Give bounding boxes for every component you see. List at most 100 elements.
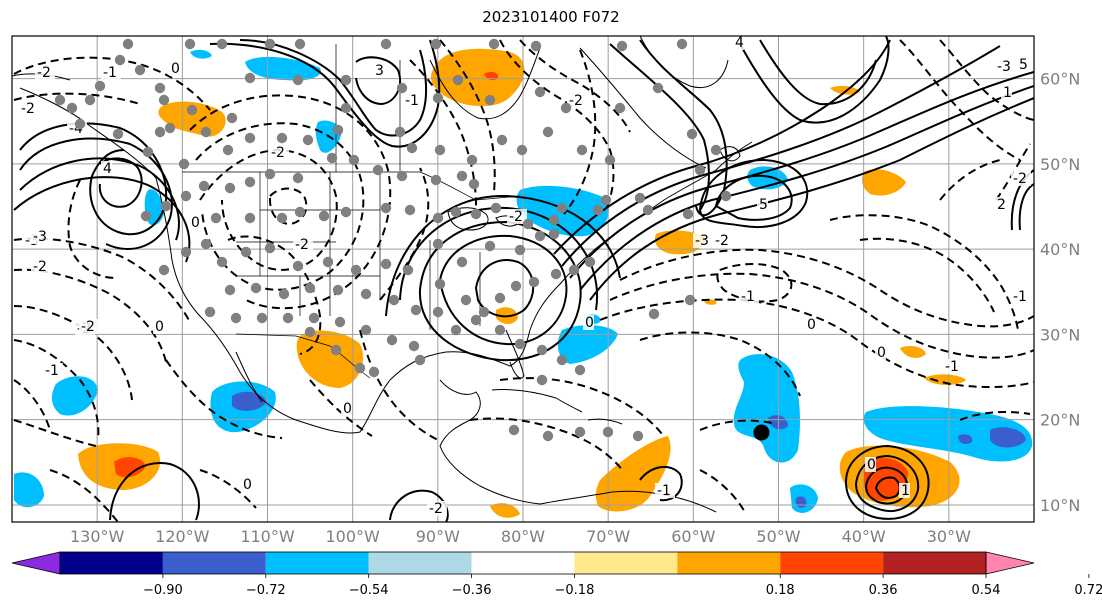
station-dot (456, 170, 468, 182)
map-frame (11, 35, 1035, 523)
contour-label-bg (899, 483, 910, 498)
colorbar-segment (883, 552, 986, 574)
storm-marker (753, 424, 770, 441)
station-dot (514, 338, 526, 350)
station-dot (230, 312, 242, 324)
station-dot (604, 154, 616, 166)
station-dot (122, 38, 134, 50)
contour-label: 5 (759, 197, 768, 213)
contour-neg-27 (639, 331, 801, 397)
colorbar-extend-low (11, 551, 61, 575)
station-dot (652, 82, 664, 94)
station-dot (326, 152, 338, 164)
contour-label-bg (427, 501, 447, 516)
contour-label-bg (655, 483, 675, 498)
station-dot (222, 144, 234, 156)
contour-label: -1 (741, 289, 755, 305)
station-dot (226, 112, 238, 124)
coast-hispaniola (587, 418, 623, 425)
station-dot (530, 40, 542, 52)
shade-dblue-mex (232, 391, 266, 411)
station-dot (294, 38, 306, 50)
station-dot (360, 288, 372, 300)
station-dot (322, 256, 334, 268)
contour-pos-jet4 (561, 45, 1001, 267)
station-dot (216, 38, 228, 50)
contour-pos-greenland (639, 39, 728, 217)
station-dot (684, 294, 696, 306)
station-dot (164, 122, 176, 134)
contour-pos-nw3 (19, 157, 180, 241)
contour-label: 0 (191, 215, 200, 231)
contour-label: -3 (33, 229, 47, 245)
contour-label: -1 (45, 363, 59, 379)
station-dot (154, 82, 166, 94)
station-dot (308, 312, 320, 324)
colorbar-segment (780, 552, 884, 574)
station-dot (94, 80, 106, 92)
station-dot (632, 430, 644, 442)
contour-pos-greenland4 (759, 39, 877, 106)
contour-pos-jet3 (569, 71, 1034, 279)
contour-label-bg (739, 289, 759, 304)
colorbar-segment (471, 552, 575, 574)
station-dot (140, 210, 152, 222)
station-dot (682, 208, 694, 220)
coast-labrador (579, 47, 707, 169)
lon-tick-label: 120°W (155, 527, 210, 546)
contour-pos-low4 (385, 194, 621, 317)
contour-label: -2 (715, 233, 729, 249)
contour-neg-23 (619, 248, 1034, 328)
station-dot (560, 102, 572, 114)
contour-label-bg (693, 233, 713, 248)
contour-label: 0 (171, 61, 180, 77)
station-dot (548, 228, 560, 240)
contour-label-bg (1001, 85, 1012, 100)
station-dot (360, 324, 372, 336)
contour-neg-12 (189, 94, 392, 310)
contour-label-bg (35, 65, 55, 80)
station-dot (434, 144, 446, 156)
contour-pos-high-atl2 (714, 174, 793, 221)
contour-label-bg (241, 477, 252, 492)
station-dot (404, 204, 416, 216)
station-dot (484, 240, 496, 252)
contour-label: 4 (735, 35, 744, 51)
contour-label-bg (995, 197, 1006, 212)
contour-label: 3 (375, 63, 384, 79)
station-dot (304, 326, 316, 338)
station-dot (408, 340, 420, 352)
contour-neg-21 (439, 39, 496, 193)
station-dot (380, 38, 392, 50)
station-dot (432, 306, 444, 318)
border-us-mexico (235, 333, 371, 379)
colorbar-tick-label: −0.18 (555, 583, 595, 598)
shade-dblue-east (990, 427, 1026, 448)
contour-label-bg (153, 319, 164, 334)
lon-tick-label: 30°W (927, 527, 971, 546)
contour-label: -2 (295, 237, 309, 253)
station-dot (380, 202, 392, 214)
station-dot (180, 246, 192, 258)
contour-label-bg (19, 101, 39, 116)
lon-tick-label: 80°W (501, 527, 545, 546)
station-dot (330, 344, 342, 356)
shade-orange-sw (296, 330, 364, 388)
station-dot (244, 212, 256, 224)
contour-label: -2 (21, 101, 35, 117)
colorbar-tick-label: 0.18 (766, 583, 795, 598)
contour-neg-28 (499, 377, 663, 435)
station-dot (114, 54, 126, 66)
shade-blue-nw2 (190, 49, 212, 59)
contour-label: -3 (695, 233, 709, 249)
station-dot (478, 306, 490, 318)
contour-label: 5 (1019, 57, 1028, 73)
contour-neg-16 (359, 329, 439, 441)
contour-label: -2 (569, 93, 583, 109)
contour-pos-jet1 (589, 97, 1034, 301)
colorbar-segment (368, 552, 472, 574)
contour-label: -2 (509, 209, 523, 225)
station-dot (592, 204, 604, 216)
contour-pos-greenland2 (609, 43, 710, 211)
